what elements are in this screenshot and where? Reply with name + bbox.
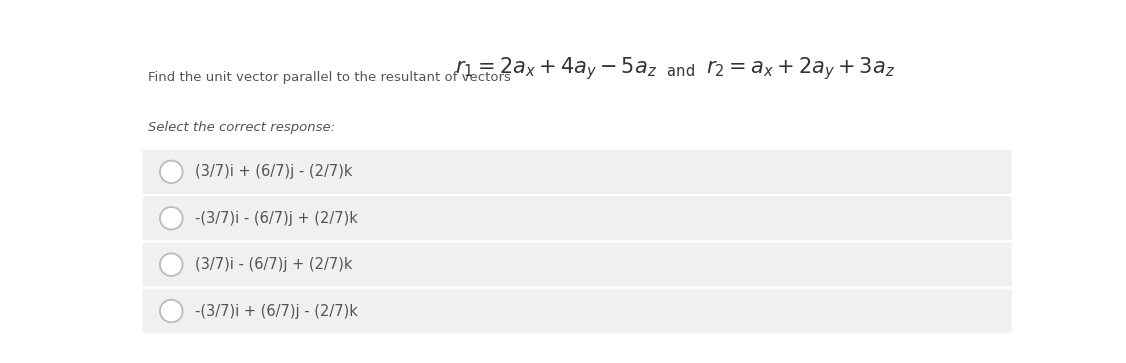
Text: (3/7)i + (6/7)j - (2/7)k: (3/7)i + (6/7)j - (2/7)k	[195, 164, 352, 179]
FancyBboxPatch shape	[143, 150, 1011, 194]
Ellipse shape	[160, 300, 182, 322]
FancyBboxPatch shape	[143, 196, 1011, 240]
Ellipse shape	[160, 160, 182, 183]
Text: (3/7)i - (6/7)j + (2/7)k: (3/7)i - (6/7)j + (2/7)k	[195, 257, 352, 272]
Text: Find the unit vector parallel to the resultant of vectors: Find the unit vector parallel to the res…	[148, 70, 510, 83]
Text: $r_1 = 2a_x + 4a_y - 5a_z\;\;{}_{\mathrm{and}}\;\;r_2 = a_x + 2a_y + 3a_z$: $r_1 = 2a_x + 4a_y - 5a_z\;\;{}_{\mathrm…	[455, 55, 895, 82]
Text: -(3/7)i + (6/7)j - (2/7)k: -(3/7)i + (6/7)j - (2/7)k	[195, 303, 358, 319]
FancyBboxPatch shape	[143, 242, 1011, 287]
Text: Select the correct response:: Select the correct response:	[148, 121, 334, 134]
FancyBboxPatch shape	[143, 289, 1011, 333]
Ellipse shape	[160, 253, 182, 276]
Ellipse shape	[160, 207, 182, 229]
Text: -(3/7)i - (6/7)j + (2/7)k: -(3/7)i - (6/7)j + (2/7)k	[195, 211, 358, 226]
